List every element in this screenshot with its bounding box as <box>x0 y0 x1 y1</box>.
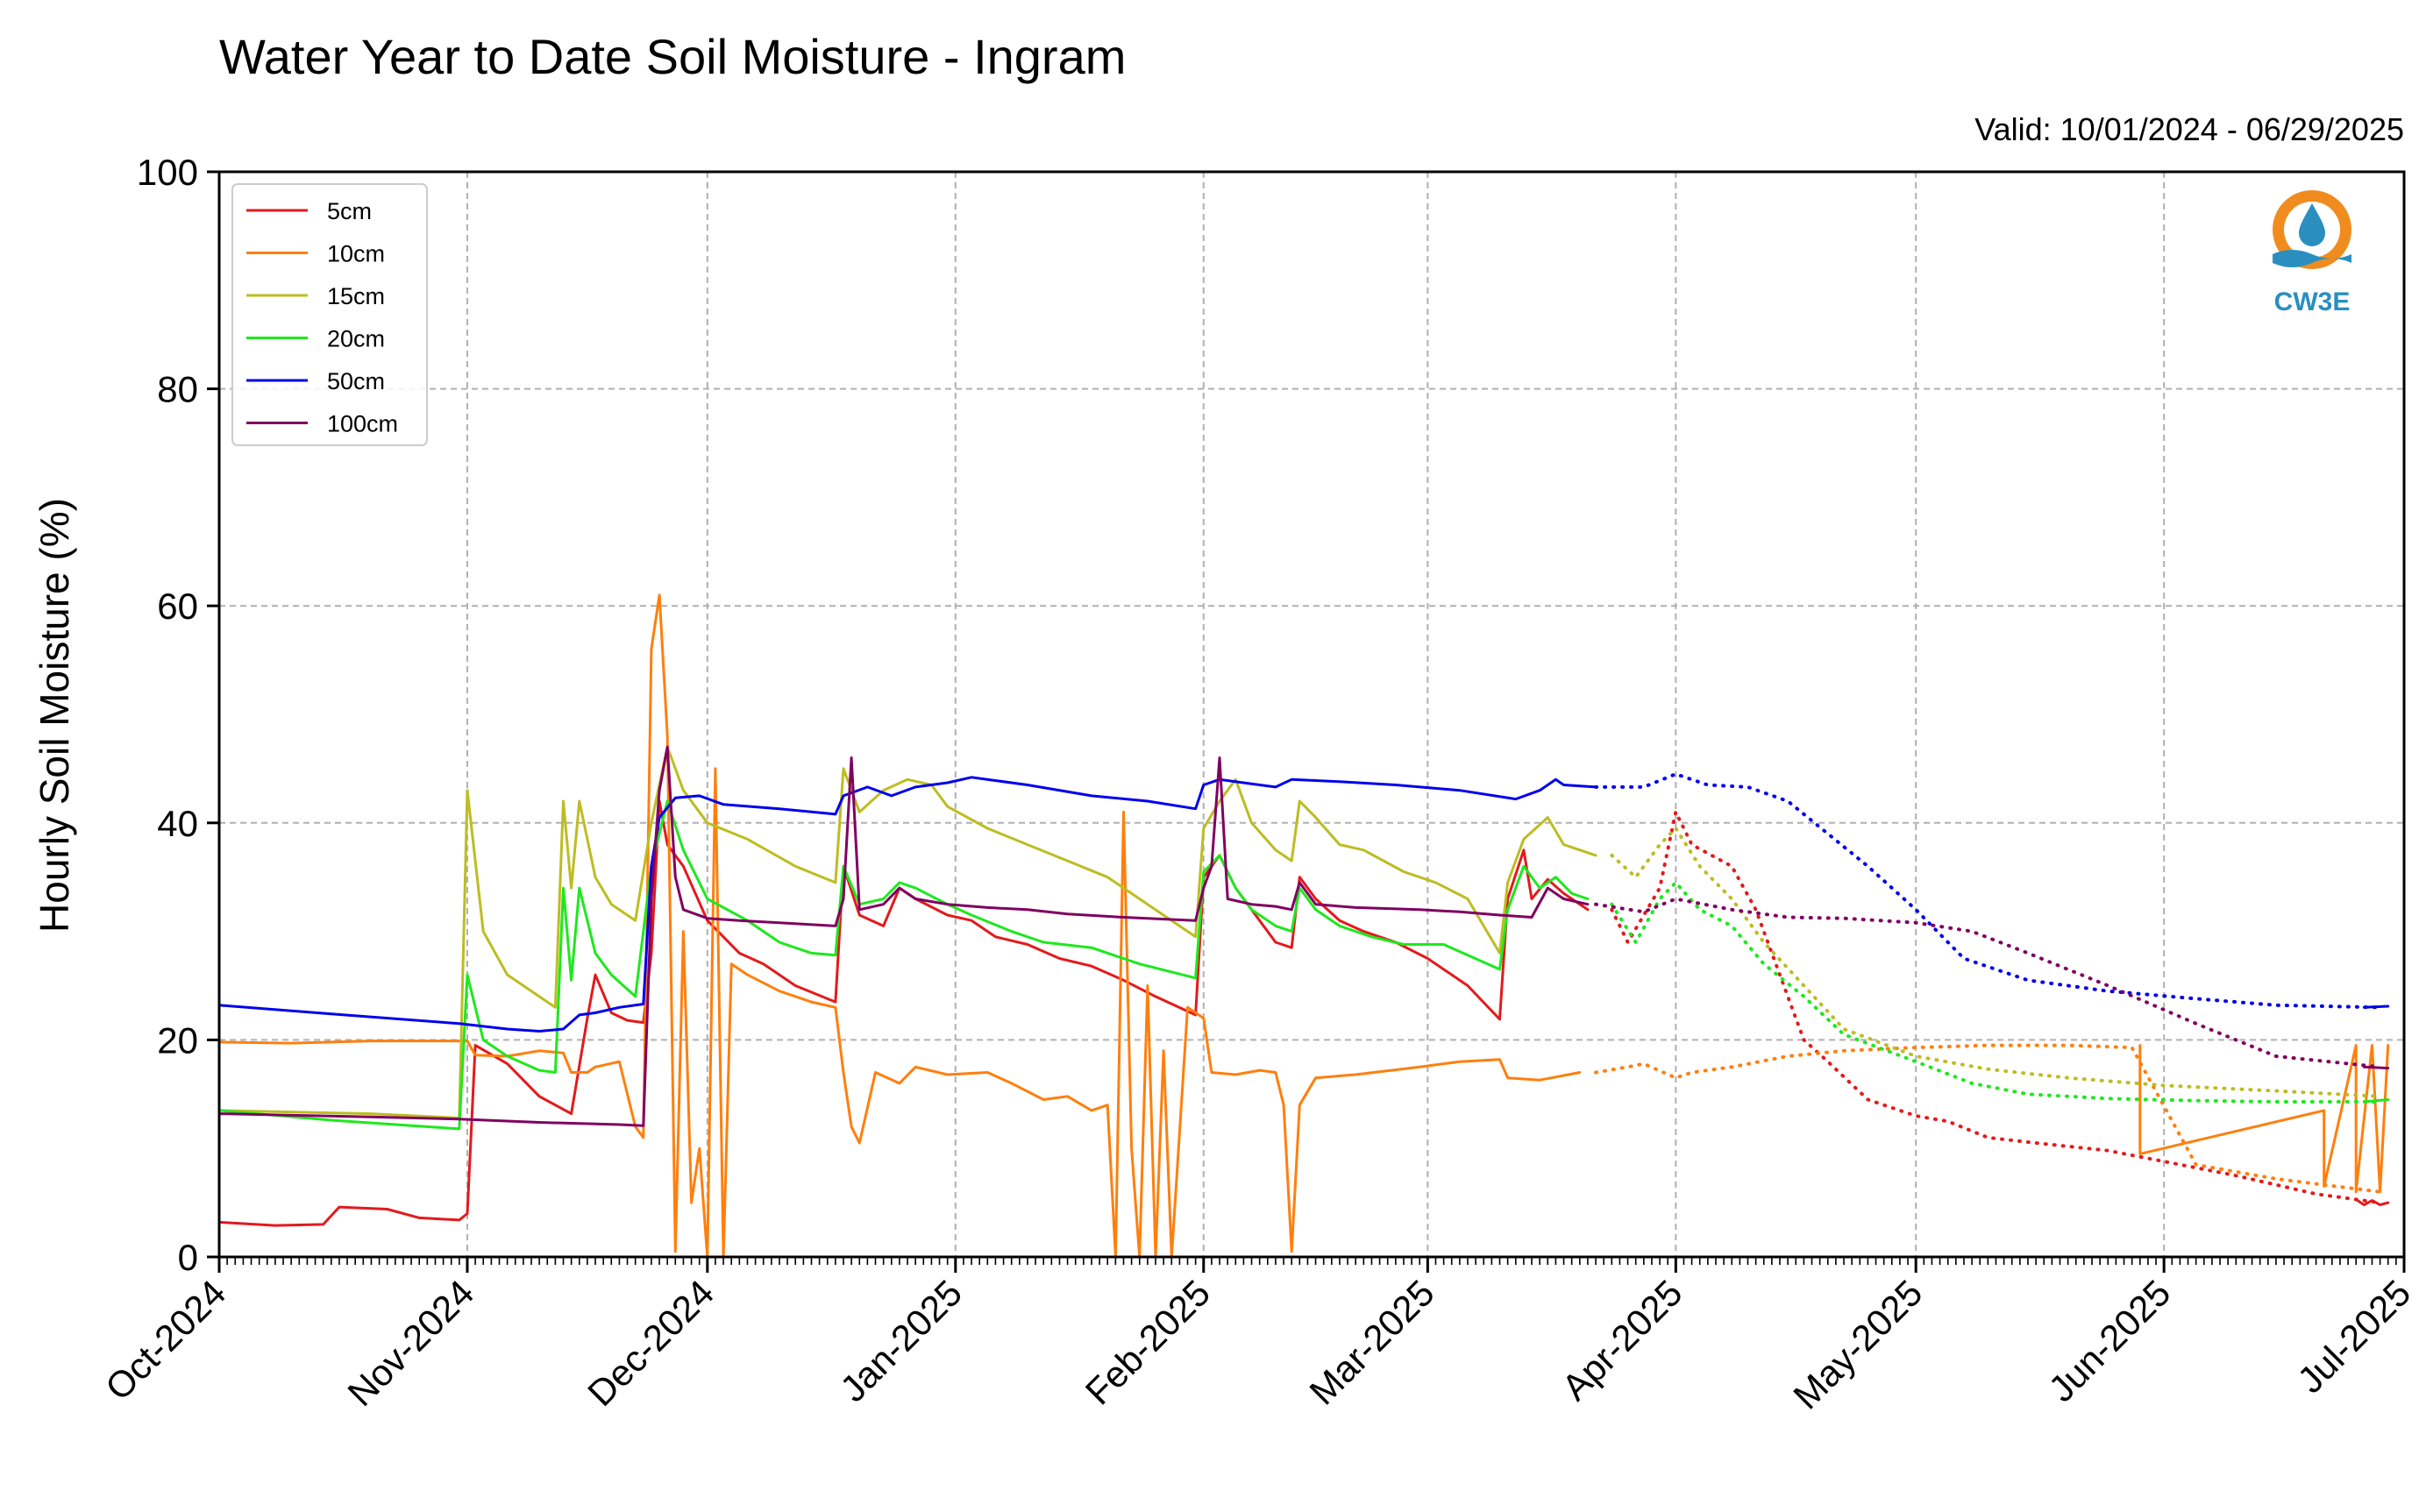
x-tick-label: May-2025 <box>1785 1272 1930 1416</box>
x-tick-label: Nov-2024 <box>339 1272 481 1414</box>
cw3e-logo: CW3E <box>2273 190 2351 316</box>
legend-label-20cm: 20cm <box>327 326 385 352</box>
series-15cm-line <box>217 745 1597 1119</box>
series-lines <box>217 593 2390 1259</box>
x-tick-label: Apr-2025 <box>1554 1272 1690 1408</box>
series-100cm-line <box>1594 897 2382 1069</box>
logo-wave-icon <box>2273 250 2351 267</box>
y-tick-label: 80 <box>157 369 198 410</box>
x-tick-label: Jun-2025 <box>2040 1272 2178 1409</box>
series-50cm-line <box>1594 772 2382 1010</box>
series-5cm-line <box>1610 810 2382 1205</box>
logo-drop-icon <box>2299 203 2325 246</box>
legend-label-5cm: 5cm <box>327 198 372 224</box>
plot-frame <box>217 170 2406 1259</box>
series-20cm-line <box>217 799 1590 1131</box>
series-10cm-line <box>2138 1044 2390 1194</box>
y-tick-label: 100 <box>137 152 198 193</box>
series-10cm-line <box>1594 1043 2382 1194</box>
x-tick-label: Feb-2025 <box>1078 1272 1218 1412</box>
x-tick-label: Dec-2024 <box>580 1272 722 1414</box>
y-tick-label: 40 <box>157 803 198 844</box>
y-tick-label: 0 <box>178 1237 198 1278</box>
y-tick-label: 20 <box>157 1019 198 1061</box>
valid-range: Valid: 10/01/2024 - 06/29/2025 <box>1974 111 2404 147</box>
series-100cm-line <box>217 745 1590 1127</box>
legend-label-15cm: 15cm <box>327 283 385 309</box>
y-tick-label: 60 <box>157 586 198 627</box>
x-tick-label: Oct-2024 <box>97 1272 233 1408</box>
legend-label-50cm: 50cm <box>327 368 385 394</box>
series-50cm-line <box>217 776 1597 1033</box>
series-5cm-line <box>2354 1197 2390 1207</box>
series-50cm-line <box>2362 1004 2390 1009</box>
series-20cm-line <box>1610 880 2382 1104</box>
x-tick-label: Jul-2025 <box>2289 1272 2418 1401</box>
series-10cm-line <box>217 593 1582 1259</box>
x-tick-label: Mar-2025 <box>1301 1272 1441 1412</box>
logo-text: CW3E <box>2274 287 2351 316</box>
legend-label-10cm: 10cm <box>327 241 385 267</box>
chart-title: Water Year to Date Soil Moisture - Ingra… <box>219 29 1126 84</box>
y-axis-label: Hourly Soil Moisture (%) <box>32 498 77 933</box>
x-tick-label: Jan-2025 <box>832 1272 970 1409</box>
series-15cm-line <box>1610 827 2382 1098</box>
series-100cm-line <box>2362 1065 2390 1070</box>
grid-lines <box>219 172 2404 1257</box>
series-20cm-line <box>2362 1098 2390 1104</box>
legend: 5cm 10cm 15cm 20cm 50cm 100cm <box>231 183 428 446</box>
legend-label-100cm: 100cm <box>327 411 398 437</box>
series-5cm-line <box>217 799 1590 1227</box>
